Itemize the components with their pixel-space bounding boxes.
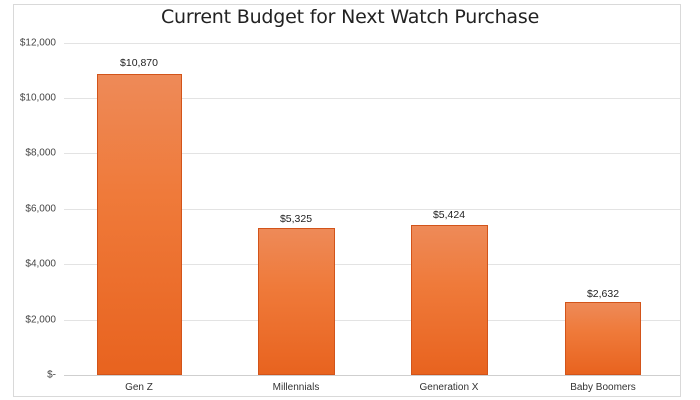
gridline xyxy=(64,153,680,154)
y-tick-label: $2,000 xyxy=(25,314,56,326)
y-tick-label: $8,000 xyxy=(25,147,56,159)
gridline xyxy=(64,209,680,210)
x-tick-label: Baby Boomers xyxy=(570,382,636,393)
data-label: $5,325 xyxy=(279,213,313,225)
gridline xyxy=(64,98,680,99)
x-tick-label: Millennials xyxy=(272,382,320,393)
x-tick-label: Generation X xyxy=(419,382,479,393)
bar-millennials xyxy=(258,228,335,375)
gridline xyxy=(64,264,680,265)
data-label: $10,870 xyxy=(120,57,158,69)
y-tick-label: $6,000 xyxy=(25,203,56,215)
gridline xyxy=(64,320,680,321)
y-tick-label: $4,000 xyxy=(25,258,56,270)
y-tick-label: $- xyxy=(47,369,56,381)
bar-gen-z xyxy=(97,74,182,375)
data-label: $5,424 xyxy=(432,209,466,221)
data-label: $2,632 xyxy=(586,288,620,300)
x-tick-label: Gen Z xyxy=(125,382,153,393)
x-axis-line xyxy=(64,375,680,376)
chart-title: Current Budget for Next Watch Purchase xyxy=(160,6,540,28)
bar-baby-boomers xyxy=(565,302,641,375)
y-tick-label: $10,000 xyxy=(19,92,56,104)
bar-generation-x xyxy=(411,225,488,375)
y-tick-label: $12,000 xyxy=(19,37,56,49)
gridline xyxy=(64,43,680,44)
